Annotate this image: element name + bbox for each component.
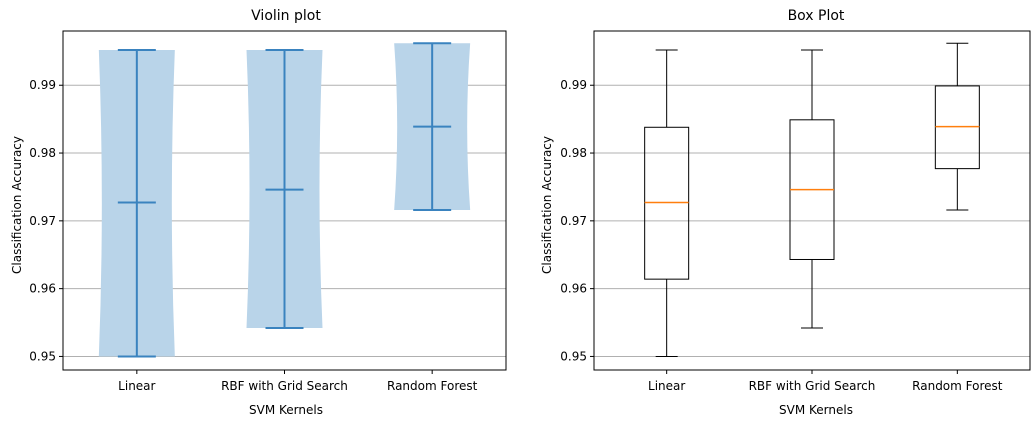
box-y-tick-label: 0.98 bbox=[560, 146, 587, 160]
violin-y-axis-label: Classification Accuracy bbox=[10, 136, 24, 274]
violin-x-tick-label: RBF with Grid Search bbox=[221, 379, 348, 393]
box-plot-panel: Box Plot Classification Accuracy SVM Ker… bbox=[540, 8, 1031, 417]
box-plot-area: 0.95 0.96 0.97 0.98 0.99 Linear RBF with Grid … bbox=[560, 30, 1031, 393]
violin-plot-area: 0.95 0.96 0.97 0.98 0.99 Linear RBF with Grid … bbox=[29, 30, 507, 393]
violin-x-axis-label: SVM Kernels bbox=[249, 403, 323, 417]
violin-y-tick-label: 0.96 bbox=[29, 282, 56, 296]
box-y-tick-label: 0.99 bbox=[560, 78, 587, 92]
box-y-tick-label: 0.96 bbox=[560, 282, 587, 296]
violin-x-tick-label: Random Forest bbox=[387, 379, 478, 393]
box-plot-title: Box Plot bbox=[788, 8, 845, 24]
box-x-axis-label: SVM Kernels bbox=[779, 403, 853, 417]
violin-plot-title: Violin plot bbox=[251, 8, 321, 24]
box-x-tick-label: Linear bbox=[648, 379, 685, 393]
box-y-axis-label: Classification Accuracy bbox=[540, 136, 554, 274]
box-y-tick-label: 0.95 bbox=[560, 349, 587, 363]
violin-y-tick-label: 0.97 bbox=[29, 214, 56, 228]
violin-y-tick-label: 0.99 bbox=[29, 78, 56, 92]
box-y-tick-label: 0.97 bbox=[560, 214, 587, 228]
box-x-tick-label: RBF with Grid Search bbox=[749, 379, 876, 393]
violin-y-tick-label: 0.95 bbox=[29, 349, 56, 363]
violin-plot-panel: Violin plot Classification Accuracy SVM … bbox=[10, 8, 507, 417]
violin-axes-frame bbox=[62, 30, 507, 371]
violin-x-tick-label: Linear bbox=[118, 379, 155, 393]
violin-y-tick-label: 0.98 bbox=[29, 146, 56, 160]
box-axes-frame bbox=[593, 30, 1031, 371]
box-x-tick-label: Random Forest bbox=[912, 379, 1003, 393]
